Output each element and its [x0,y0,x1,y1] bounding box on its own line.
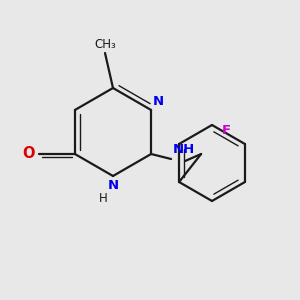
Text: F: F [222,124,231,136]
Text: N: N [153,95,164,108]
Text: O: O [22,146,35,161]
Text: H: H [99,192,107,205]
Text: CH₃: CH₃ [94,38,116,51]
Text: NH: NH [173,143,195,156]
Text: N: N [107,179,118,192]
